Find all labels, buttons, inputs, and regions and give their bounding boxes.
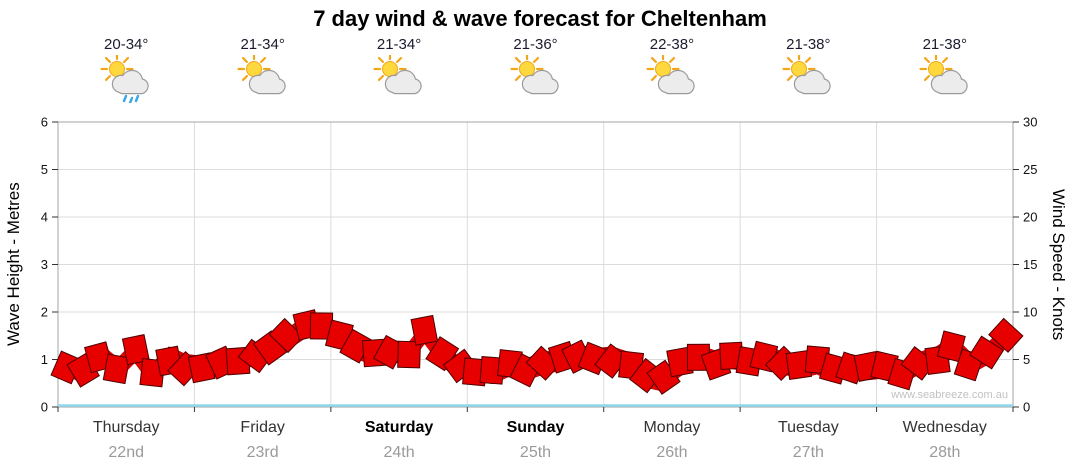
right-tick-label: 20 (1023, 210, 1037, 225)
right-axis-label: Wind Speed - Knots (1049, 188, 1068, 341)
rain-drop (135, 94, 140, 103)
x-axis-day-date: 24th (383, 444, 415, 461)
axis-ticks: 0 1 2 3 4 5 6 0 5 10 15 20 25 30 (41, 115, 1038, 415)
sun-cloud-icon (782, 52, 832, 95)
x-axis-day-name: Thursday (92, 419, 160, 436)
wind-arrow (102, 353, 131, 385)
sun-cloud-icon (919, 52, 968, 95)
x-axis-day-date: 27th (792, 444, 824, 461)
day-header: 21-36° (509, 36, 562, 108)
left-tick-label: 5 (41, 162, 48, 177)
x-axis-day-date: 25th (519, 444, 552, 461)
watermark: www.seabreeze.com.au (891, 389, 1008, 401)
wind-arrow (936, 330, 966, 363)
wind-arrow (268, 317, 305, 354)
wind-arrow (397, 340, 421, 369)
left-tick-label: 2 (41, 305, 48, 320)
x-axis-day-date: 26th (656, 444, 688, 461)
sun-cloud-icon (646, 52, 695, 95)
chart-title: 7 day wind & wave forecast for Cheltenha… (313, 6, 767, 31)
day-temperature: 21-38° (922, 36, 967, 53)
rain-drop (123, 94, 128, 103)
right-tick-label: 10 (1023, 305, 1037, 320)
day-temperature: 21-36° (513, 36, 558, 53)
left-tick-label: 3 (41, 257, 48, 272)
x-axis-day-date: 23rd (246, 444, 279, 461)
wind-arrow (121, 334, 150, 366)
sun-cloud-rain-icon (100, 52, 149, 105)
day-header: 21-38° (782, 36, 834, 108)
x-axis-day-date: 22nd (108, 444, 144, 461)
wind-arrow (410, 314, 439, 346)
left-tick-label: 1 (41, 352, 48, 367)
day-temperature: 21-34° (240, 36, 285, 53)
x-axis-day-name: Friday (240, 419, 285, 436)
day-temperature: 22-38° (649, 36, 695, 53)
x-axis-day-name: Tuesday (777, 419, 839, 436)
day-temperature: 20-34° (104, 36, 149, 53)
day-header: 21-34° (237, 36, 289, 108)
x-axis-day-name: Sunday (506, 419, 565, 436)
wind-band (50, 309, 1024, 395)
right-tick-label: 30 (1023, 115, 1037, 130)
left-axis-label: Wave Height - Metres (4, 182, 23, 347)
right-tick-label: 5 (1023, 352, 1030, 367)
wind-arrow (988, 317, 1024, 353)
sun-cloud-icon (373, 52, 422, 95)
day-temperature: 21-38° (786, 36, 831, 53)
day-header: 20-34° (100, 36, 152, 108)
x-axis-day-name: Wednesday (902, 419, 987, 436)
right-tick-label: 25 (1023, 162, 1037, 177)
wind-arrow (969, 335, 1005, 370)
day-temperature: 21-34° (376, 36, 422, 53)
rain-drop (129, 96, 134, 105)
left-tick-label: 0 (41, 400, 48, 415)
left-tick-label: 6 (41, 115, 48, 130)
right-tick-label: 0 (1023, 400, 1030, 415)
day-header: 21-38° (919, 36, 971, 108)
sun-cloud-icon (237, 52, 286, 95)
day-header: 21-34° (373, 36, 425, 108)
x-axis-day-name: Monday (643, 419, 701, 436)
x-axis-day-date: 28th (929, 444, 961, 461)
right-tick-label: 15 (1023, 257, 1037, 272)
sun-cloud-icon (509, 52, 559, 95)
left-tick-label: 4 (41, 210, 48, 225)
x-axis-day-name: Saturday (364, 419, 434, 436)
day-header: 22-38° (646, 36, 698, 108)
